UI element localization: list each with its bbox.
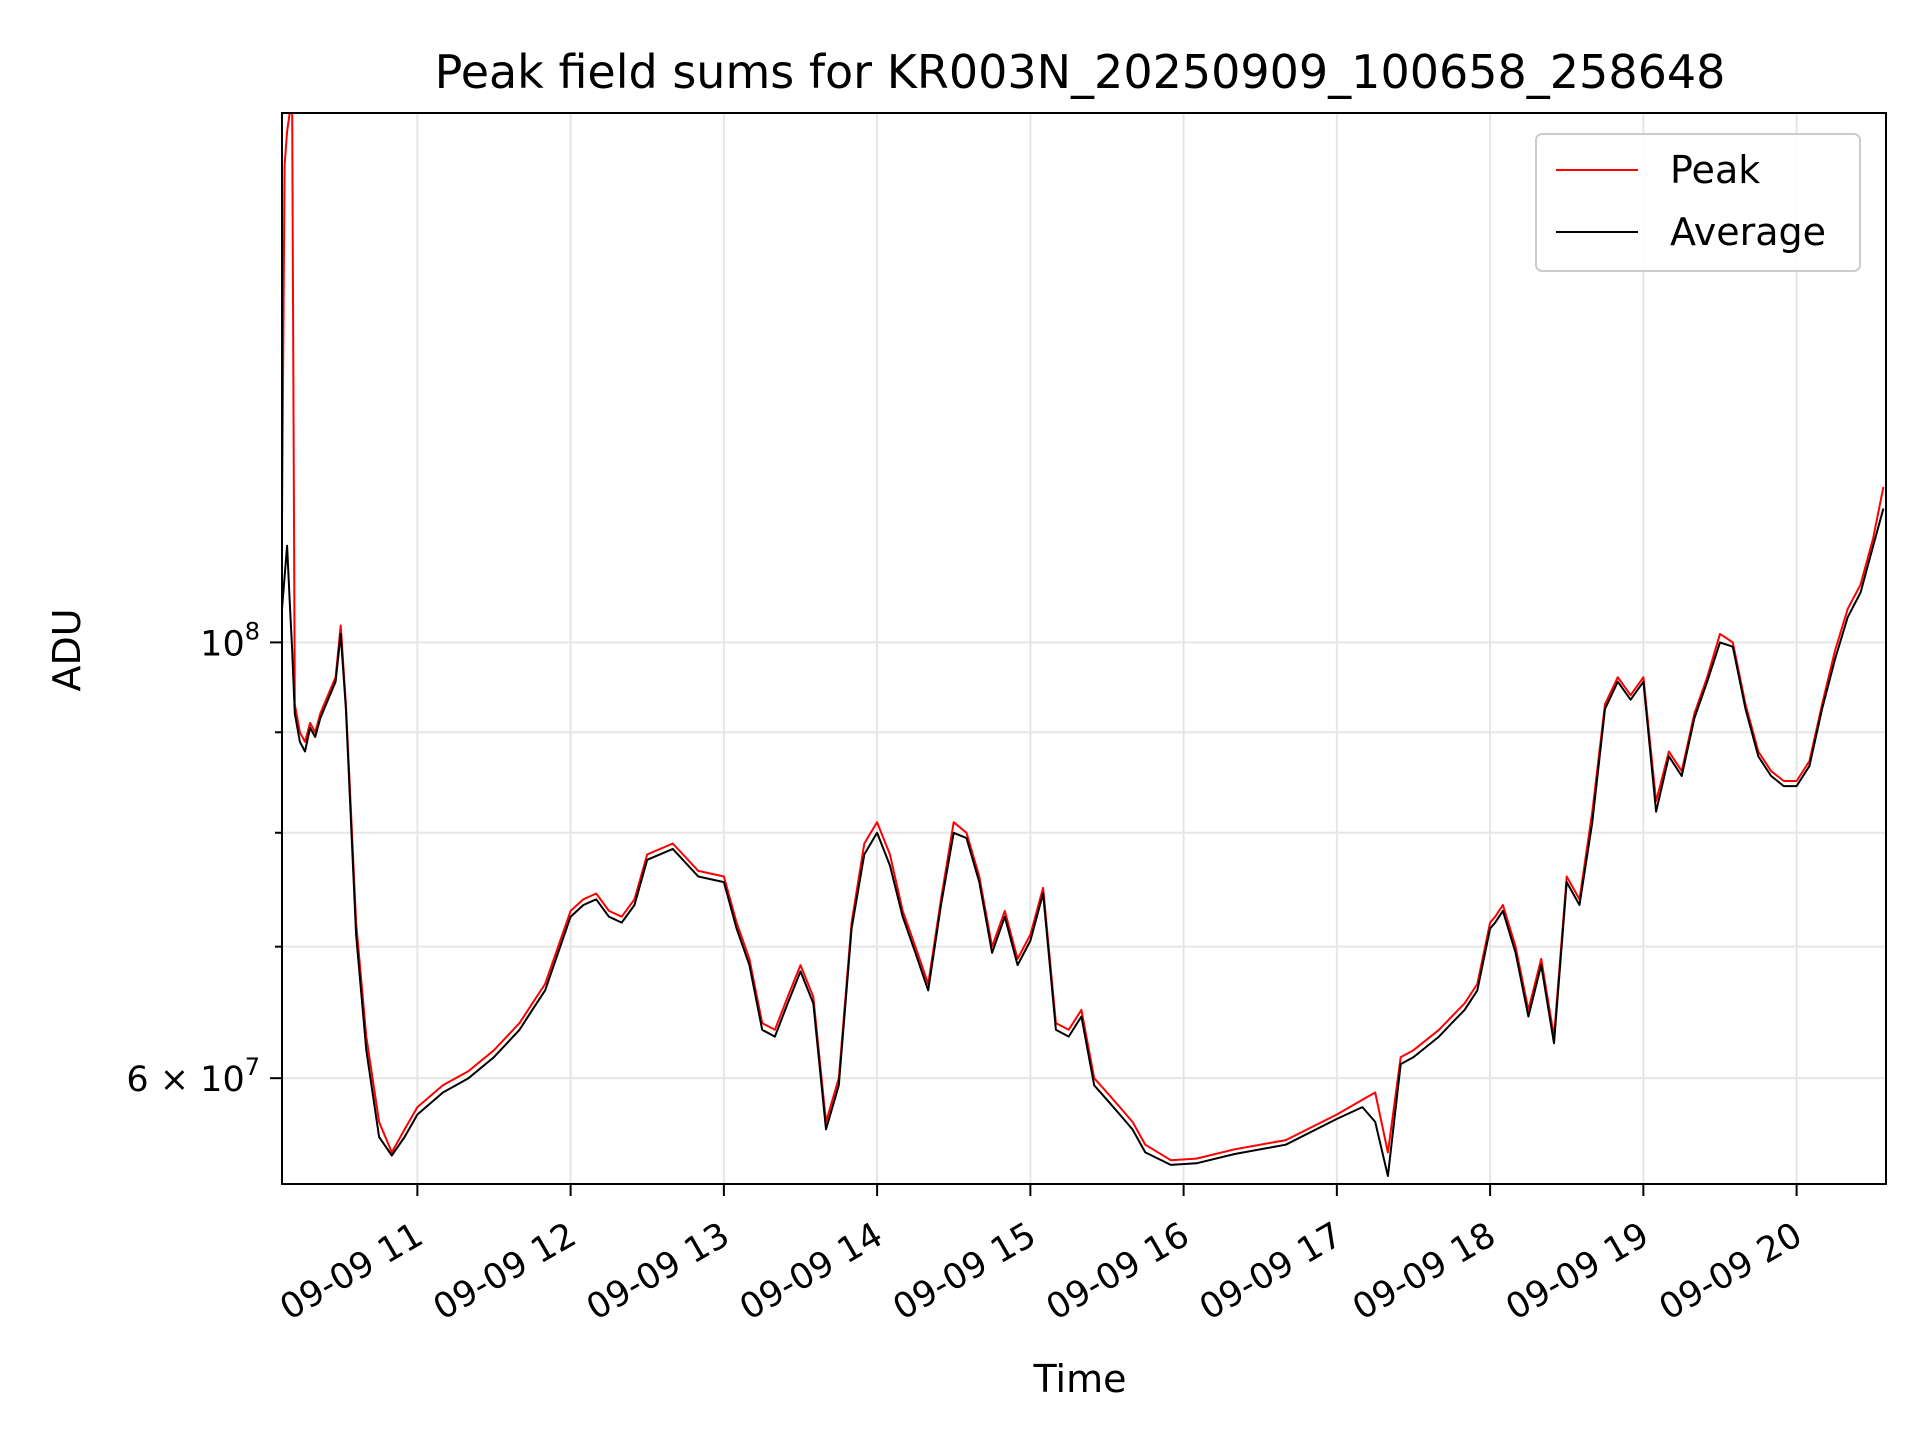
x-axis-label: Time: [1033, 1357, 1127, 1401]
series-line-peak: [282, 113, 1885, 1162]
y-axis-label: ADU: [45, 608, 89, 691]
legend-label-average: Average: [1670, 210, 1826, 254]
chart-title: Peak field sums for KR003N_20250909_1006…: [435, 45, 1726, 99]
plot-area-frame: [281, 112, 1887, 1185]
legend-box: [1535, 133, 1861, 272]
y-tick-label: 108: [200, 617, 260, 664]
y-axis-ticks: 6 × 107 108: [126, 617, 282, 1100]
y-tick-label-exponent: 8: [245, 617, 260, 645]
y-tick-label: 6 × 107: [126, 1053, 260, 1100]
grid-lines: [282, 113, 1886, 1184]
legend-label-peak: Peak: [1670, 148, 1760, 192]
y-tick-label-base: 10: [200, 624, 245, 664]
legend: Peak Average: [1535, 133, 1861, 272]
y-tick-label-exponent: 7: [245, 1053, 260, 1081]
series-lines: [282, 113, 1885, 1177]
y-tick-label-base: 6 × 10: [126, 1060, 244, 1100]
series-line-average: [282, 508, 1885, 1177]
